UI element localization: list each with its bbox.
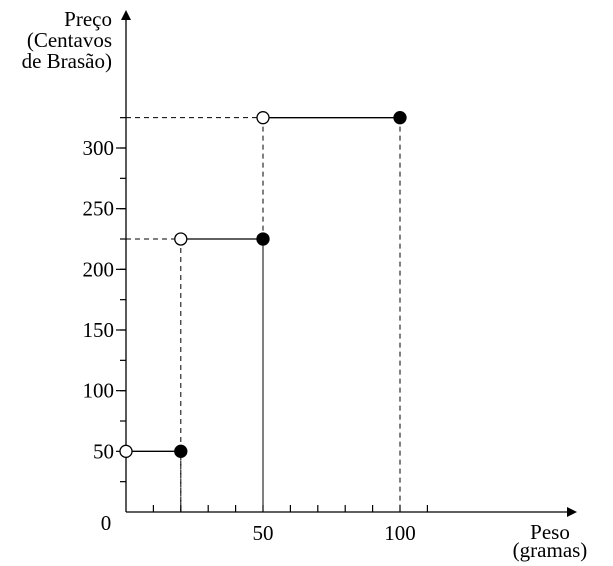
y-tick-label: 150 [83, 318, 115, 342]
axes [121, 10, 577, 517]
y-tick-label: 50 [93, 439, 114, 463]
y-tick-label: 200 [83, 257, 115, 281]
y-tick-label: 250 [83, 197, 115, 221]
guide-lines [126, 117, 401, 512]
closed-endpoint [393, 111, 407, 125]
open-endpoint [174, 232, 188, 246]
closed-endpoint [174, 444, 188, 458]
y-axis-title-line: (Centavos [27, 28, 112, 52]
y-axis-title-line: Preço [64, 7, 112, 31]
x-tick-label: 50 [253, 521, 274, 545]
y-axis-title-line: de Brasão) [22, 49, 112, 73]
open-endpoint [119, 444, 133, 458]
y-tick-label: 300 [83, 136, 115, 160]
x-axis-title-line: Peso [530, 520, 570, 544]
labels: 50 100 150 200 250 300 50 100 0 Preço(Centavosde … [22, 7, 588, 562]
series [119, 111, 407, 458]
ticks [116, 117, 428, 512]
x-axis-title-line: (gramas) [513, 538, 588, 562]
origin-label: 0 [101, 511, 112, 535]
x-tick-label: 100 [384, 521, 416, 545]
y-tick-label: 100 [83, 379, 115, 403]
open-endpoint [256, 111, 270, 125]
closed-endpoint [256, 232, 270, 246]
